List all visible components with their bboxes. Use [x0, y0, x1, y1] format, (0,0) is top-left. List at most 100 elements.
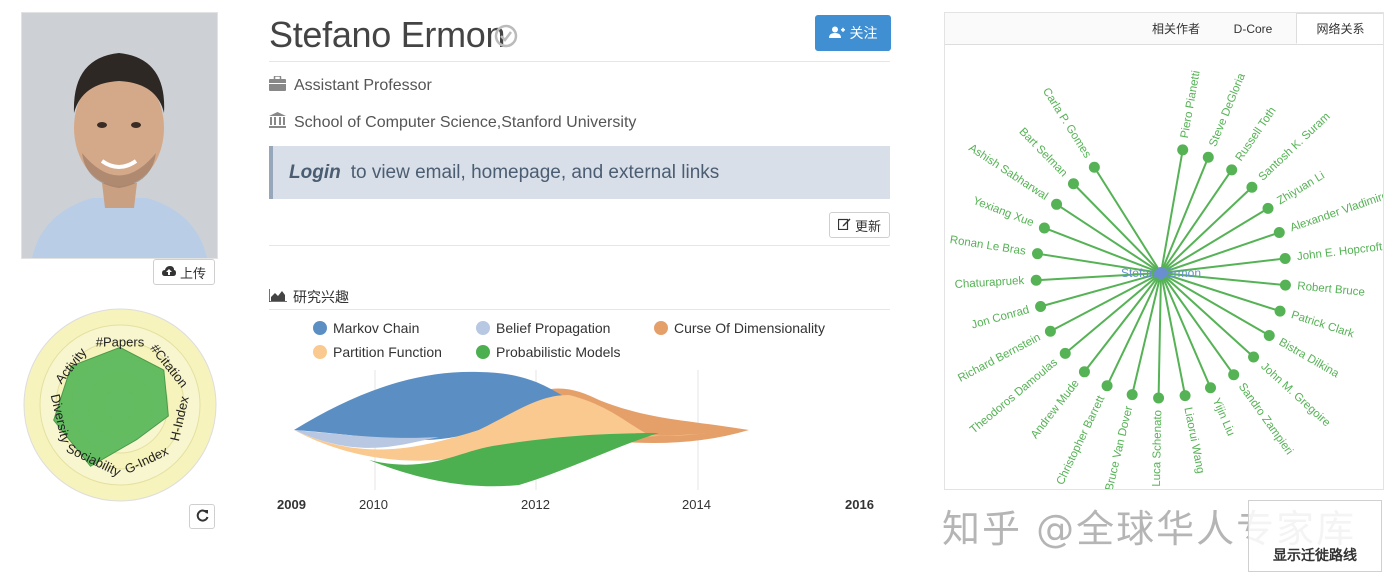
institution-icon [269, 112, 286, 133]
x-axis-tick: 2014 [682, 497, 711, 512]
network-node[interactable] [1179, 390, 1191, 402]
network-node-label[interactable]: Patrick Clark [1290, 309, 1356, 340]
network-node[interactable] [1262, 202, 1274, 214]
network-node-label[interactable]: Steve DeGloria [1207, 71, 1248, 148]
network-node-label[interactable]: Piero Pianetti [1179, 70, 1203, 139]
login-link[interactable]: Login [289, 161, 341, 183]
network-node[interactable] [1126, 389, 1138, 401]
legend-item[interactable]: Partition Function [313, 344, 442, 360]
network-node-label[interactable]: Luca Schenato [1151, 410, 1164, 487]
stream-probabilistic-models[interactable] [369, 433, 659, 487]
network-node[interactable] [1228, 369, 1240, 381]
network-edge [1131, 272, 1162, 395]
network-node-label[interactable]: Bruce Van Dover [1104, 405, 1136, 490]
network-node[interactable] [1263, 330, 1275, 341]
legend-label: Probabilistic Models [496, 344, 621, 360]
network-node[interactable] [1067, 178, 1079, 190]
tab-related-authors[interactable]: 相关作者 [1151, 22, 1200, 36]
network-node[interactable] [1279, 252, 1291, 264]
x-axis-end-label: 2016 [845, 497, 874, 512]
network-node-label[interactable]: Zhiyuan Li [1275, 170, 1327, 208]
upload-button[interactable]: 上传 [153, 259, 215, 285]
divider [269, 309, 890, 310]
network-edge [1093, 166, 1162, 274]
network-node-label[interactable]: Robert Bruce [1297, 280, 1366, 299]
legend-item[interactable]: Markov Chain [313, 320, 419, 336]
network-edge [1160, 169, 1233, 274]
network-node[interactable] [1044, 325, 1056, 337]
network-node-label[interactable]: Bistra Dilkina [1277, 336, 1342, 380]
network-node-label[interactable]: Ronan Le Bras [949, 234, 1027, 258]
follow-button[interactable]: 关注 [815, 15, 891, 51]
network-node[interactable] [1177, 144, 1189, 156]
legend-item[interactable]: Curse Of Dimensionality [654, 320, 825, 336]
legend-dot [476, 321, 490, 335]
network-node[interactable] [1205, 382, 1217, 394]
network-edge [1160, 272, 1255, 358]
login-notice: Login to view email, homepage, and exter… [269, 146, 890, 199]
show-migration-button[interactable]: 显示迁徙路线 [1248, 500, 1382, 572]
network-edge [1160, 272, 1187, 396]
radar-chart: #Papers #Citation H-Index G-Index Sociabilit… [20, 305, 220, 505]
network-node-label[interactable]: Chaturapruek [954, 275, 1025, 291]
network-node[interactable] [1101, 380, 1113, 392]
network-node[interactable] [1274, 305, 1286, 317]
network-node-label[interactable]: Andrew Mude [1029, 378, 1082, 441]
update-button[interactable]: 更新 [829, 212, 890, 238]
network-node[interactable] [1035, 301, 1047, 313]
show-migration-label: 显示迁徙路线 [1273, 547, 1357, 563]
legend-dot [476, 345, 490, 359]
network-node[interactable] [1273, 227, 1285, 239]
network-edge [1160, 272, 1270, 337]
briefcase-icon [269, 75, 286, 96]
network-node-label[interactable]: Alexander Vladimirov [1289, 188, 1384, 235]
network-edge [1160, 272, 1235, 376]
network-node-label[interactable]: John E. Hopcroft [1296, 241, 1383, 263]
network-node[interactable] [1088, 161, 1100, 173]
legend-item[interactable]: Belief Propagation [476, 320, 610, 336]
network-node[interactable] [1246, 181, 1258, 193]
profile-name: Stefano Ermon [269, 14, 506, 55]
network-node[interactable] [1279, 279, 1291, 291]
legend-item[interactable]: Probabilistic Models [476, 344, 621, 360]
stream-partition-function[interactable] [294, 395, 709, 461]
network-node[interactable] [1051, 198, 1063, 210]
network-node[interactable] [1153, 392, 1165, 404]
x-axis-tick: 2012 [521, 497, 550, 512]
network-node[interactable] [1226, 164, 1238, 176]
tab-d-core[interactable]: D-Core [1233, 21, 1273, 36]
edit-icon [837, 217, 851, 233]
network-node[interactable] [1038, 222, 1050, 234]
profile-photo [21, 12, 218, 259]
network-node-label[interactable]: Russell Toth [1234, 105, 1279, 163]
interest-streamgraph [294, 370, 749, 490]
network-node-label[interactable]: Liaorui Wang [1181, 406, 1206, 474]
network-edge [1049, 272, 1162, 333]
stream-belief-propagation[interactable] [294, 430, 439, 448]
legend-label: Curse Of Dimensionality [674, 320, 825, 336]
network-node[interactable] [1078, 366, 1090, 378]
network-node[interactable] [1032, 248, 1044, 260]
network-node[interactable] [1202, 151, 1214, 163]
network-edge [1040, 272, 1162, 308]
network-tabs: 相关作者 D-Core 网络关系 [945, 13, 1383, 45]
add-user-icon [828, 25, 845, 41]
network-edge [1160, 186, 1253, 274]
network-node-label[interactable]: Bart Selman [1016, 126, 1069, 180]
legend-label: Markov Chain [333, 320, 420, 336]
stream-markov-chain[interactable] [294, 371, 599, 441]
center-node[interactable] [1155, 267, 1167, 279]
network-edge [1160, 272, 1212, 389]
network-node[interactable] [1248, 351, 1260, 363]
network-node[interactable] [1030, 274, 1042, 286]
network-node-label[interactable]: Jon Conrad [970, 304, 1031, 332]
network-node[interactable] [1059, 347, 1071, 359]
position-row: Assistant Professor [269, 75, 432, 96]
refresh-button[interactable] [189, 504, 215, 529]
divider [269, 61, 890, 62]
network-node-label[interactable]: Yexiang Xue [971, 195, 1035, 229]
network-edge [1083, 272, 1162, 373]
network-edge [1072, 183, 1162, 274]
network-node-label[interactable]: Yijin Liu [1210, 396, 1237, 437]
tab-network-relations[interactable]: 网络关系 [1296, 13, 1383, 44]
